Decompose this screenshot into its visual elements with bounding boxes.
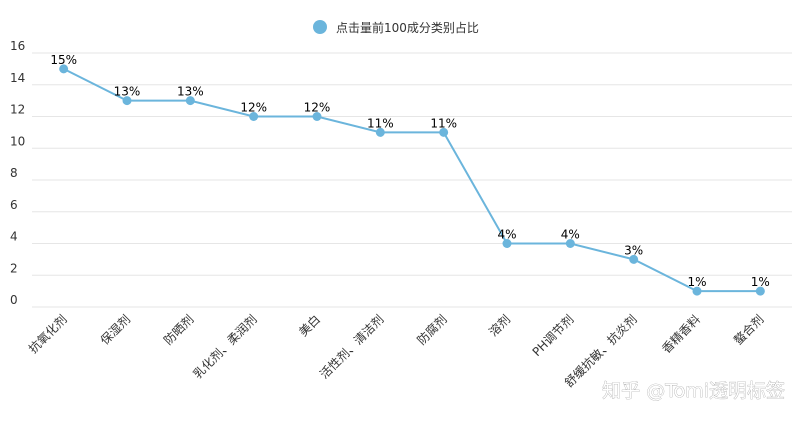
- x-tick-label: 溶剂: [486, 312, 514, 340]
- data-label: 1%: [687, 275, 706, 289]
- y-axis: 0 2 4 6 8 10 12 14 16: [10, 39, 25, 307]
- y-tick-label: 14: [10, 71, 25, 85]
- data-point[interactable]: [755, 286, 765, 296]
- x-tick-label: 螯合剂: [730, 312, 766, 348]
- data-point[interactable]: [629, 254, 639, 264]
- data-label: 3%: [624, 243, 643, 257]
- data-label: 4%: [561, 228, 580, 242]
- x-tick-label: 香精香料: [659, 312, 703, 356]
- data-label: 15%: [50, 53, 77, 67]
- watermark: 知乎 @Tomi透明标签: [602, 380, 785, 402]
- x-tick-label: 抗氧化剂: [25, 312, 70, 357]
- data-point[interactable]: [502, 239, 512, 248]
- gridlines: [32, 52, 792, 308]
- data-point[interactable]: [439, 127, 449, 137]
- x-tick-label: 美白: [296, 312, 324, 340]
- data-label: 11%: [430, 116, 457, 130]
- data-point[interactable]: [692, 286, 702, 296]
- x-tick-label: 防晒剂: [160, 312, 196, 348]
- data-point[interactable]: [565, 239, 575, 248]
- y-tick-label: 12: [10, 103, 25, 117]
- legend[interactable]: 点击量前100成分类别占比: [313, 20, 479, 35]
- x-tick-label: 活性剂、清洁剂: [316, 312, 386, 382]
- y-tick-label: 2: [10, 261, 18, 275]
- y-tick-label: 8: [10, 166, 18, 180]
- data-label: 12%: [304, 101, 331, 115]
- y-tick-label: 4: [10, 230, 18, 244]
- data-label: 1%: [751, 275, 770, 289]
- data-label: 11%: [367, 116, 394, 130]
- legend-label: 点击量前100成分类别占比: [336, 20, 479, 35]
- data-point[interactable]: [375, 127, 385, 137]
- data-point[interactable]: [185, 96, 195, 106]
- data-points: [59, 64, 765, 296]
- x-tick-label: 乳化剂、柔润剂: [190, 312, 260, 382]
- x-tick-label: 防腐剂: [414, 312, 450, 348]
- data-point[interactable]: [122, 96, 132, 106]
- x-tick-label: 保湿剂: [97, 312, 133, 348]
- x-tick-label: PH调节剂: [529, 312, 577, 360]
- y-tick-label: 0: [10, 293, 18, 307]
- data-label: 12%: [240, 101, 267, 115]
- legend-marker: [313, 20, 327, 34]
- series-line: [63, 67, 761, 293]
- y-tick-label: 6: [10, 198, 18, 212]
- data-labels: 15% 13% 13% 12% 12% 11% 11% 4% 4% 3% 1% 1%: [50, 53, 770, 289]
- data-point[interactable]: [249, 112, 259, 121]
- y-tick-label: 10: [10, 134, 25, 148]
- data-label: 13%: [177, 85, 204, 99]
- data-label: 13%: [114, 85, 141, 99]
- data-point[interactable]: [312, 112, 322, 121]
- data-label: 4%: [497, 228, 516, 242]
- data-point[interactable]: [59, 64, 69, 74]
- y-tick-label: 16: [10, 39, 25, 53]
- series-line-group: [63, 67, 761, 293]
